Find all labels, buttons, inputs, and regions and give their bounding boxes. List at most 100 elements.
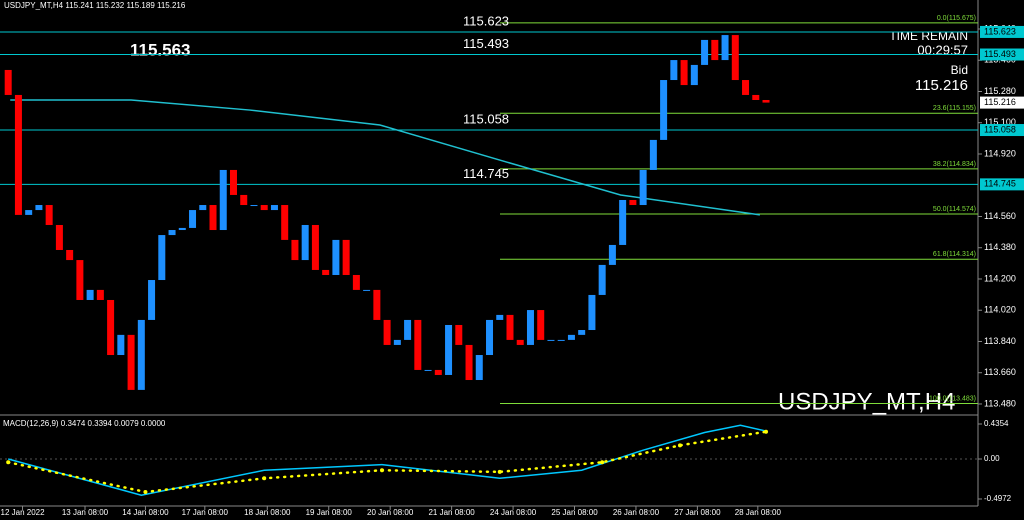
candle <box>649 139 657 170</box>
candle <box>35 205 43 211</box>
candle <box>107 299 115 356</box>
price-level-box <box>980 48 1024 61</box>
candle <box>137 319 145 390</box>
header: USDJPY_MT,H4 115.241 115.232 115.189 115… <box>4 1 186 10</box>
candle <box>742 80 750 95</box>
candle <box>578 330 586 335</box>
candle <box>547 339 555 341</box>
bid-box <box>980 96 1024 109</box>
price-level-label: 115.493 <box>463 36 509 51</box>
y-tick-label: 114.200 <box>984 273 1016 283</box>
candle <box>414 319 422 370</box>
candle <box>619 199 627 245</box>
x-tick-label: 14 Jan 08:00 <box>122 508 169 517</box>
x-tick-label: 21 Jan 08:00 <box>428 508 475 517</box>
candle <box>148 280 156 320</box>
candle <box>383 319 391 345</box>
candle <box>178 227 186 231</box>
fib-label: 23.6(115.155) <box>933 105 976 112</box>
price-level-axis-label: 115.493 <box>984 49 1016 59</box>
candle <box>526 310 534 345</box>
price-level-label: 115.058 <box>463 111 509 126</box>
candle <box>311 224 319 270</box>
candle <box>127 334 135 390</box>
candle <box>332 239 340 275</box>
candle <box>670 60 678 81</box>
price-level-box <box>980 178 1024 191</box>
candle <box>762 99 770 103</box>
candle <box>189 210 197 228</box>
x-tick-label: 26 Jan 08:00 <box>613 508 660 517</box>
candle <box>117 334 125 356</box>
candle <box>516 339 524 345</box>
x-tick-label: 12 Jan 2022 <box>1 508 46 517</box>
signal-line <box>6 430 768 494</box>
candle <box>322 269 330 275</box>
macd-label: MACD(12,26,9) 0.3474 0.3394 0.0079 0.000… <box>3 419 166 428</box>
candle <box>76 260 84 300</box>
candle <box>291 239 299 261</box>
candle <box>250 205 258 207</box>
candle <box>639 169 647 206</box>
candle <box>14 94 22 215</box>
candle <box>86 289 94 300</box>
x-tick-label: 28 Jan 08:00 <box>735 508 782 517</box>
price-level-axis-label: 115.058 <box>984 124 1016 134</box>
candle <box>55 224 63 250</box>
candle <box>629 199 637 206</box>
fib-label: 100.0(113.483) <box>929 395 976 402</box>
candle <box>731 35 739 81</box>
y-tick-label: 114.380 <box>984 242 1016 252</box>
candle <box>209 205 217 231</box>
x-tick-label: 24 Jan 08:00 <box>490 508 537 517</box>
candle <box>168 230 176 236</box>
candle <box>270 205 278 211</box>
x-tick-label: 20 Jan 08:00 <box>367 508 414 517</box>
candle <box>66 249 74 261</box>
candle <box>363 289 371 291</box>
bid-axis-label: 115.216 <box>984 97 1016 107</box>
candle <box>445 324 453 375</box>
candle <box>496 314 504 320</box>
candle <box>506 314 514 340</box>
candle <box>96 289 104 300</box>
x-tick-label: 27 Jan 08:00 <box>674 508 721 517</box>
y-tick-label: 114.920 <box>984 148 1016 158</box>
candle <box>752 94 760 100</box>
y-tick-label: 113.660 <box>984 367 1016 377</box>
candle <box>465 344 473 381</box>
candle <box>711 39 719 61</box>
candle <box>455 324 463 345</box>
candle <box>588 294 596 331</box>
candle <box>281 205 289 240</box>
y-tick-label: 113.480 <box>984 398 1016 408</box>
candle <box>219 169 227 231</box>
fib-label: 38.2(114.834) <box>933 161 976 168</box>
candle <box>260 205 268 211</box>
candle <box>486 319 494 356</box>
y-tick-label: 114.560 <box>984 211 1016 221</box>
signal-dot <box>600 460 605 465</box>
x-tick-label: 19 Jan 08:00 <box>306 508 353 517</box>
candle <box>557 339 565 341</box>
y-tick-label: 113.840 <box>984 336 1016 346</box>
fib-label: 61.8(114.314) <box>933 251 976 258</box>
time: 00:29:57 <box>917 42 968 57</box>
candle <box>393 339 401 345</box>
macd-line <box>7 424 767 496</box>
x-tick-label: 18 Jan 08:00 <box>244 508 291 517</box>
watermark: USDJPY_MT,H4 <box>778 388 955 415</box>
price-level-label: 114.745 <box>463 166 509 181</box>
price-level-axis-label: 114.745 <box>984 179 1016 189</box>
candle <box>721 35 729 61</box>
bid: 115.216 <box>915 77 968 94</box>
candle <box>598 264 606 295</box>
price-level-label: 115.623 <box>463 13 509 28</box>
y-tick-label: 0.00 <box>984 454 1000 463</box>
candle <box>434 369 442 375</box>
y-tick-label: 115.100 <box>984 117 1016 127</box>
y-tick-label: 0.4354 <box>984 419 1009 428</box>
